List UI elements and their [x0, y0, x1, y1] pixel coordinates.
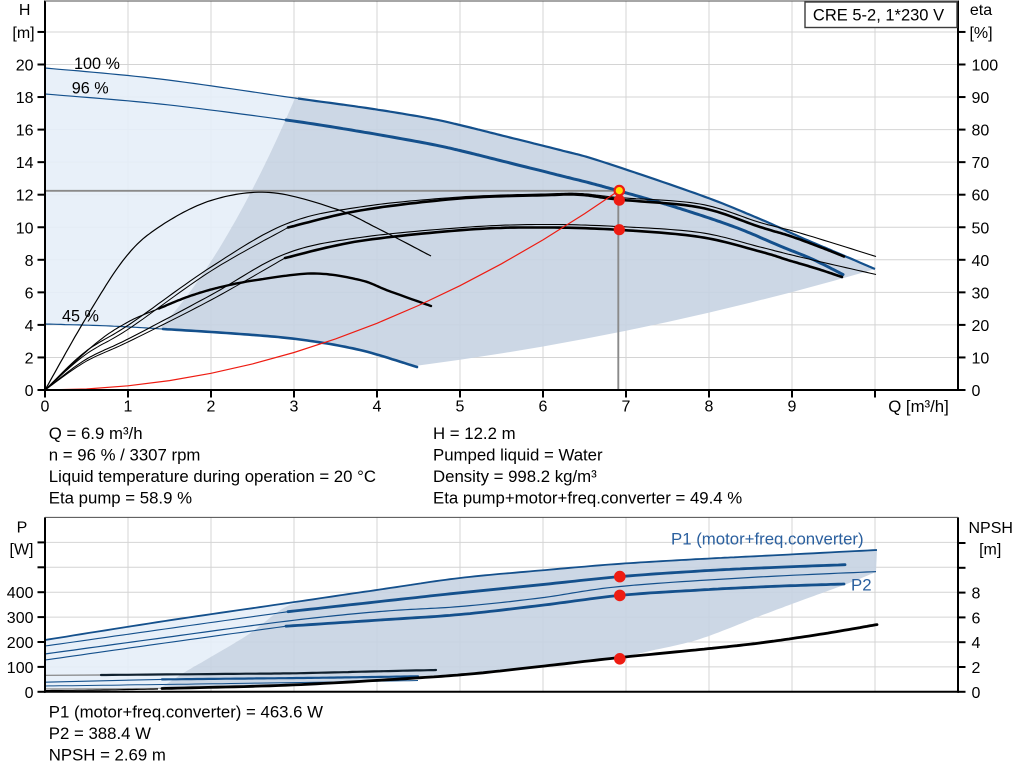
- svg-text:P: P: [17, 520, 28, 537]
- svg-text:8: 8: [972, 586, 981, 603]
- svg-text:1: 1: [124, 399, 133, 416]
- svg-text:7: 7: [622, 399, 631, 416]
- svg-text:400: 400: [7, 585, 34, 602]
- svg-text:H = 12.2 m: H = 12.2 m: [433, 424, 516, 443]
- svg-text:0: 0: [972, 383, 981, 400]
- svg-text:0: 0: [25, 685, 34, 702]
- svg-text:40: 40: [972, 253, 990, 270]
- svg-text:10: 10: [16, 220, 34, 237]
- svg-text:P2: P2: [851, 576, 872, 595]
- svg-text:n = 96 % / 3307 rpm: n = 96 % / 3307 rpm: [49, 445, 201, 464]
- svg-text:Eta pump = 58.9 %: Eta pump = 58.9 %: [49, 489, 192, 508]
- svg-text:14: 14: [16, 155, 34, 172]
- svg-text:12: 12: [16, 188, 34, 205]
- svg-text:20: 20: [972, 318, 990, 335]
- svg-text:70: 70: [972, 155, 990, 172]
- svg-text:Q [m³/h]: Q [m³/h]: [888, 397, 949, 416]
- svg-text:5: 5: [456, 399, 465, 416]
- svg-text:[%]: [%]: [969, 25, 992, 42]
- svg-text:2: 2: [207, 399, 216, 416]
- svg-text:18: 18: [16, 90, 34, 107]
- svg-text:100: 100: [972, 58, 999, 75]
- svg-text:Pumped liquid = Water: Pumped liquid = Water: [433, 445, 603, 464]
- svg-text:30: 30: [972, 285, 990, 302]
- svg-text:6: 6: [539, 399, 548, 416]
- svg-text:3: 3: [290, 399, 299, 416]
- svg-text:100 %: 100 %: [74, 55, 120, 73]
- svg-text:90: 90: [972, 90, 990, 107]
- svg-text:[m]: [m]: [12, 25, 34, 42]
- svg-text:45 %: 45 %: [62, 307, 99, 325]
- svg-text:H: H: [19, 2, 31, 19]
- svg-text:2: 2: [972, 660, 981, 677]
- svg-text:8: 8: [25, 253, 34, 270]
- svg-text:0: 0: [25, 383, 34, 400]
- svg-text:0: 0: [972, 685, 981, 702]
- svg-text:CRE 5-2, 1*230 V: CRE 5-2, 1*230 V: [813, 7, 944, 25]
- svg-text:200: 200: [7, 635, 34, 652]
- svg-text:20: 20: [16, 58, 34, 75]
- svg-text:Q = 6.9 m³/h: Q = 6.9 m³/h: [49, 424, 143, 443]
- svg-text:NPSH = 2.69 m: NPSH = 2.69 m: [49, 746, 166, 765]
- svg-text:2: 2: [25, 350, 34, 367]
- svg-text:Liquid temperature during oper: Liquid temperature during operation = 20…: [49, 467, 376, 486]
- svg-text:9: 9: [788, 399, 797, 416]
- svg-text:eta: eta: [970, 2, 992, 19]
- svg-text:[m]: [m]: [979, 542, 1001, 559]
- svg-text:4: 4: [373, 399, 382, 416]
- svg-text:6: 6: [972, 610, 981, 627]
- svg-text:[W]: [W]: [10, 542, 34, 559]
- svg-text:50: 50: [972, 220, 990, 237]
- svg-text:100: 100: [7, 660, 34, 677]
- svg-text:16: 16: [16, 123, 34, 140]
- svg-text:P1 (motor+freq.converter): P1 (motor+freq.converter): [671, 530, 864, 549]
- svg-text:4: 4: [25, 318, 34, 335]
- svg-text:P2 = 388.4 W: P2 = 388.4 W: [49, 724, 151, 743]
- svg-text:0: 0: [41, 399, 50, 416]
- svg-text:6: 6: [25, 285, 34, 302]
- svg-text:10: 10: [972, 350, 990, 367]
- svg-text:60: 60: [972, 188, 990, 205]
- svg-text:4: 4: [972, 635, 981, 652]
- svg-text:NPSH: NPSH: [968, 520, 1012, 537]
- svg-text:Eta pump+motor+freq.converter: Eta pump+motor+freq.converter = 49.4 %: [433, 489, 742, 508]
- svg-text:300: 300: [7, 610, 34, 627]
- svg-text:96 %: 96 %: [72, 80, 109, 98]
- svg-text:P1 (motor+freq.converter) = 46: P1 (motor+freq.converter) = 463.6 W: [49, 703, 323, 722]
- svg-text:8: 8: [705, 399, 714, 416]
- svg-text:Density = 998.2 kg/m³: Density = 998.2 kg/m³: [433, 467, 597, 486]
- svg-text:80: 80: [972, 123, 990, 140]
